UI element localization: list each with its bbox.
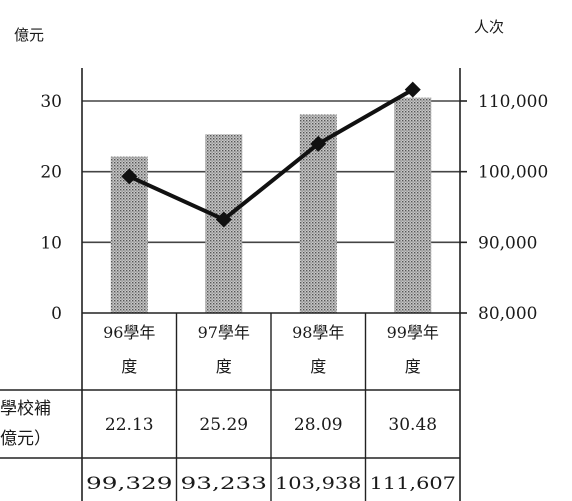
table-cell: 30.48 <box>388 415 437 435</box>
category-label: 98學年 <box>292 323 344 342</box>
table-row-label: 億元） <box>0 429 51 449</box>
table-cell: 28.09 <box>294 415 343 435</box>
left-tick-label: 0 <box>51 304 62 324</box>
right-tick-label: 80,000 <box>478 304 537 324</box>
category-label: 度 <box>216 357 232 376</box>
right-tick-label: 110,000 <box>478 92 548 112</box>
left-tick-label: 30 <box>40 92 62 112</box>
category-label: 99學年 <box>387 323 439 342</box>
line-path <box>128 87 414 222</box>
right-tick-label: 90,000 <box>478 233 537 253</box>
category-label: 度 <box>121 357 137 376</box>
bar <box>394 97 432 313</box>
axes: 0 80,000 10 90,000 20 100,000 30 110,000 <box>40 68 548 501</box>
table-cell: 25.29 <box>199 415 248 435</box>
table-cell: 99,329 <box>86 474 173 494</box>
category-label: 96學年 <box>103 323 155 342</box>
right-tick-label: 100,000 <box>478 163 548 183</box>
table-row-label: 學校補 <box>0 399 51 419</box>
line-marker <box>404 81 421 98</box>
category-label: 97學年 <box>198 323 250 342</box>
table-cell: 103,938 <box>275 474 362 494</box>
table-cell: 111,607 <box>370 474 457 494</box>
line-series <box>121 81 421 228</box>
line-marker <box>121 168 138 185</box>
line-marker <box>215 211 232 228</box>
table-cell: 22.13 <box>105 415 154 435</box>
left-tick-label: 20 <box>40 163 62 183</box>
right-axis-unit: 人次 <box>474 18 504 36</box>
category-label: 度 <box>405 357 421 376</box>
table-cell: 93,233 <box>181 474 268 494</box>
left-tick-label: 10 <box>40 233 62 253</box>
line-marker <box>310 135 327 152</box>
category-label: 度 <box>310 357 326 376</box>
left-axis-unit: 億元 <box>14 26 44 44</box>
bar-series <box>110 97 432 313</box>
